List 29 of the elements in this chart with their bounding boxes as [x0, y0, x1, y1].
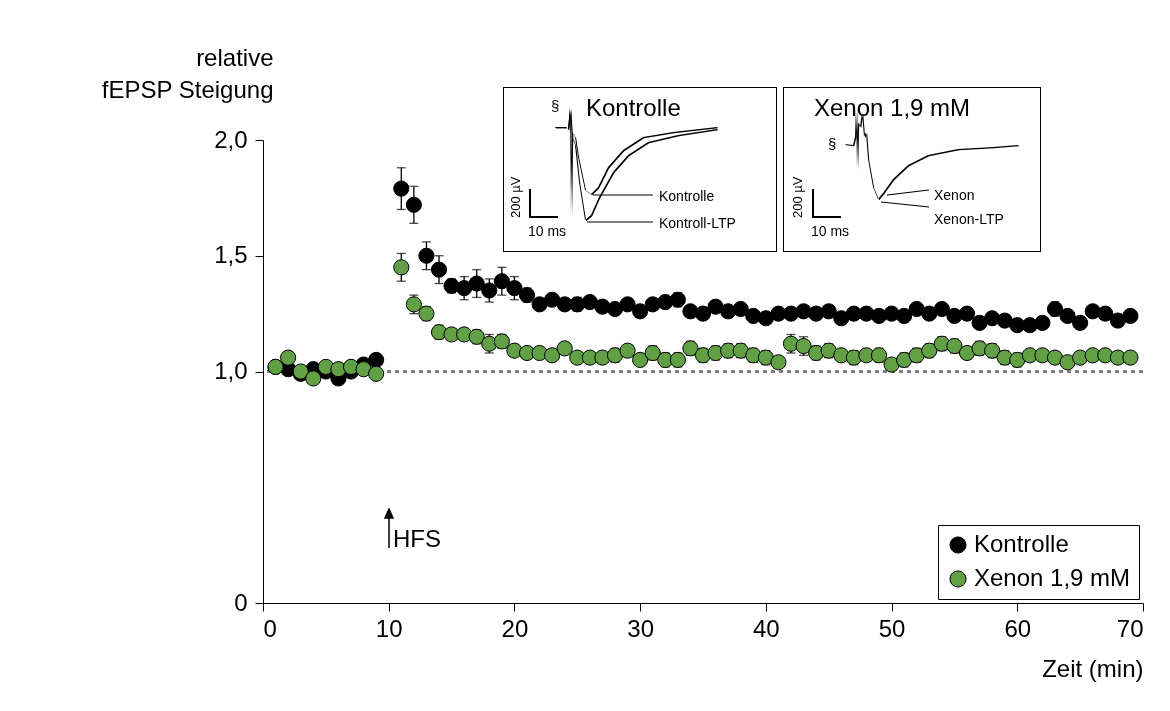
- x-tick-label: 50: [878, 614, 906, 642]
- annotation: 10 ms: [528, 223, 567, 239]
- x-tick-label: 10: [375, 614, 403, 642]
- annotation: 200 µV: [790, 176, 805, 218]
- annotation: §: [828, 135, 837, 152]
- y-tick-label: 1,5: [214, 241, 248, 269]
- y-tick-label: 2,0: [214, 125, 248, 153]
- x-tick-label: 70: [1116, 614, 1144, 642]
- x-tick-label: 60: [1004, 614, 1032, 642]
- text: Kontrolle: [586, 94, 681, 121]
- legend-label: Xenon 1,9 mM: [974, 564, 1131, 591]
- x-axis-title: Zeit (min): [1042, 654, 1144, 682]
- legend-label: Kontrolle: [974, 530, 1069, 557]
- annotation: Kontrolle: [659, 188, 715, 204]
- annotation: Xenon: [934, 187, 975, 203]
- text: §: [551, 97, 560, 114]
- annotation: Kontroll-LTP: [659, 215, 736, 231]
- y-axis-title: relative fEPSP Steigung: [101, 43, 274, 103]
- annotation: Xenon-LTP: [934, 211, 1004, 227]
- x-tick-label: 0: [263, 614, 277, 642]
- x-tick-label: 40: [753, 614, 780, 642]
- y-tick-label: 0: [234, 588, 248, 616]
- x-tick-label: 20: [501, 614, 529, 642]
- x-tick-label: 30: [627, 614, 654, 642]
- y-tick-label: 1,0: [214, 357, 248, 384]
- text: Xenon 1,9 mM: [814, 94, 971, 121]
- annotation: HFS: [393, 525, 441, 552]
- annotation: 200 µV: [508, 176, 523, 218]
- annotation: 10 ms: [811, 223, 850, 239]
